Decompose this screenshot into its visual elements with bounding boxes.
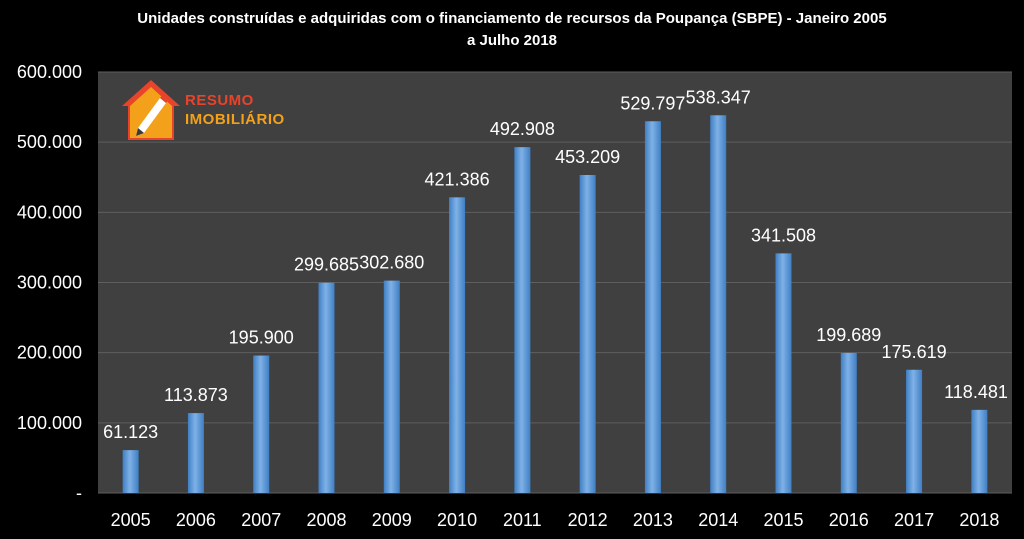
bar <box>449 197 466 493</box>
data-label: 118.481 <box>944 382 1008 402</box>
data-label: 175.619 <box>882 342 947 362</box>
bar <box>971 409 988 493</box>
bar <box>514 147 531 493</box>
data-label: 341.508 <box>751 225 816 245</box>
y-tick-label: 100.000 <box>17 413 82 433</box>
data-label: 453.209 <box>555 147 620 167</box>
bar <box>318 282 335 493</box>
data-labels: 61.123 113.873 195.900 299.685 302.680 421.38… <box>103 87 1008 442</box>
x-tick-label: 2012 <box>568 510 608 530</box>
bar <box>579 174 596 493</box>
bar <box>840 352 857 493</box>
data-label: 492.908 <box>490 119 555 139</box>
bar <box>383 280 400 493</box>
resumo-imobiliario-logo: RESUMO IMOBILIÁRIO <box>120 78 290 144</box>
chart-title: Unidades construídas e adquiridas com o … <box>0 8 1024 52</box>
house-pencil-icon <box>122 80 180 140</box>
x-tick-label: 2006 <box>176 510 216 530</box>
x-tick-label: 2015 <box>763 510 803 530</box>
data-label: 195.900 <box>229 328 294 348</box>
data-label: 421.386 <box>425 169 490 189</box>
bar <box>187 413 204 493</box>
bar <box>253 355 270 493</box>
x-tick-label: 2014 <box>698 510 738 530</box>
x-tick-label: 2009 <box>372 510 412 530</box>
y-tick-label: 300.000 <box>17 273 82 293</box>
bar <box>710 115 727 493</box>
data-label: 299.685 <box>294 255 359 275</box>
x-tick-label: 2008 <box>306 510 346 530</box>
data-label: 61.123 <box>103 422 158 442</box>
bar <box>775 253 792 493</box>
gridlines <box>98 71 1012 494</box>
y-tick-label: 400.000 <box>17 202 82 222</box>
x-tick-label: 2017 <box>894 510 934 530</box>
y-tick-label: 200.000 <box>17 343 82 363</box>
x-tick-label: 2018 <box>959 510 999 530</box>
y-tick-label: 500.000 <box>17 132 82 152</box>
data-label: 538.347 <box>686 87 751 107</box>
logo-text-line-2: IMOBILIÁRIO <box>185 111 285 128</box>
bar <box>906 369 923 493</box>
bar <box>644 121 661 494</box>
y-tick-label: - <box>76 483 82 503</box>
chart-title-line-1: Unidades construídas e adquiridas com o … <box>137 10 887 27</box>
chart-title-line-2: a Julho 2018 <box>466 32 558 49</box>
data-label: 199.689 <box>816 325 881 345</box>
x-tick-label: 2011 <box>503 510 542 530</box>
x-axis-labels: 2005 2006 2007 2008 2009 2010 2011 2012 2013 2014… <box>111 510 1000 530</box>
logo-text-line-1: RESUMO <box>185 92 254 109</box>
bar-series <box>122 115 988 494</box>
x-tick-label: 2007 <box>241 510 281 530</box>
y-axis-labels: - 100.000 200.000 300.000 400.000 500.000 600.… <box>17 62 82 503</box>
data-label: 302.680 <box>359 253 424 273</box>
bar <box>122 450 139 493</box>
x-tick-label: 2016 <box>829 510 869 530</box>
x-tick-label: 2013 <box>633 510 673 530</box>
x-tick-label: 2010 <box>437 510 477 530</box>
data-label: 529.797 <box>620 93 685 113</box>
y-tick-label: 600.000 <box>17 62 82 82</box>
data-label: 113.873 <box>164 385 228 405</box>
x-tick-label: 2005 <box>111 510 151 530</box>
